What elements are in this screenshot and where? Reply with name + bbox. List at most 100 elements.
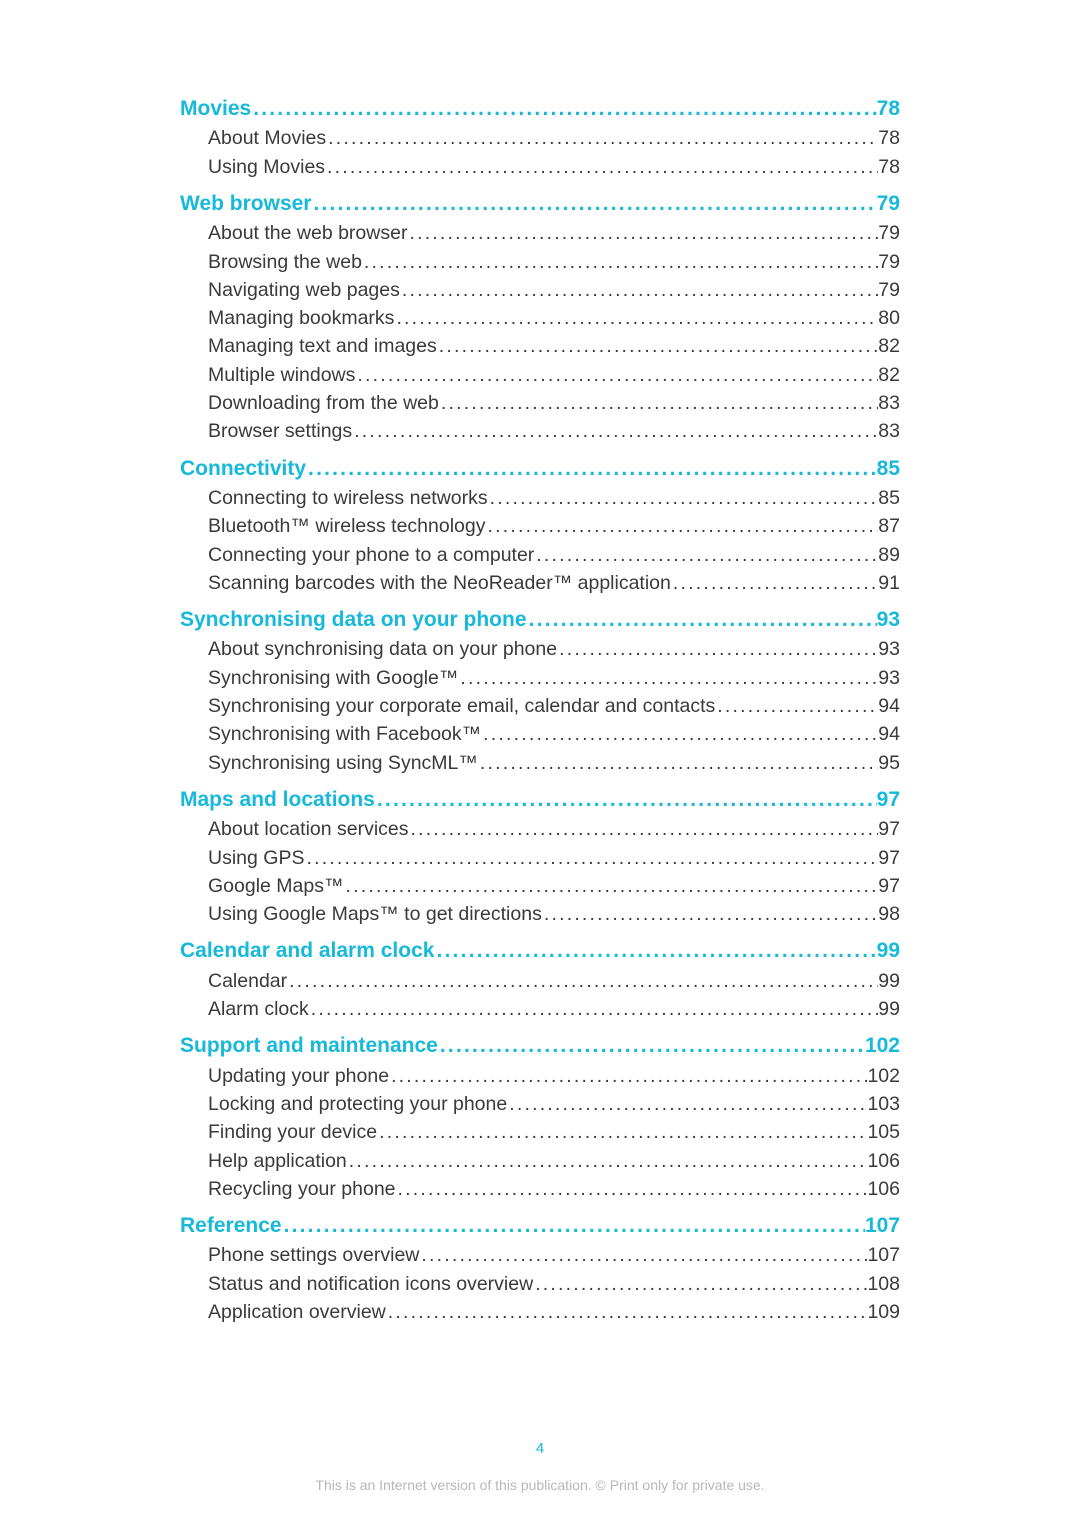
toc-leader-dots: ........................................… [306, 454, 877, 484]
toc-item-label: Synchronising your corporate email, cale… [208, 692, 715, 720]
toc-item-page: 91 [878, 569, 900, 597]
toc-section: Calendar and alarm clock................… [180, 936, 900, 1023]
toc-item[interactable]: Navigating web pages....................… [180, 276, 900, 304]
toc-leader-dots: ........................................… [407, 219, 878, 247]
toc-item-page: 87 [878, 512, 900, 540]
toc-item-label: Bluetooth™ wireless technology [208, 512, 486, 540]
toc-item-label: Finding your device [208, 1118, 377, 1146]
toc-item-label: About synchronising data on your phone [208, 635, 557, 663]
toc-leader-dots: ........................................… [394, 304, 878, 332]
toc-leader-dots: ........................................… [311, 189, 876, 219]
toc-heading-page: 93 [877, 605, 900, 635]
toc-heading[interactable]: Connectivity............................… [180, 454, 900, 484]
toc-leader-dots: ........................................… [396, 1175, 868, 1203]
toc-leader-dots: ........................................… [343, 872, 878, 900]
toc-item[interactable]: Finding your device.....................… [180, 1118, 900, 1146]
toc-item[interactable]: Calendar................................… [180, 967, 900, 995]
toc-item[interactable]: Recycling your phone....................… [180, 1175, 900, 1203]
toc-leader-dots: ........................................… [437, 332, 879, 360]
toc-item[interactable]: Status and notification icons overview..… [180, 1270, 900, 1298]
toc-item-page: 98 [878, 900, 900, 928]
toc-leader-dots: ........................................… [287, 967, 878, 995]
toc-heading[interactable]: Maps and locations......................… [180, 785, 900, 815]
toc-item[interactable]: Synchronising using SyncML™.............… [180, 749, 900, 777]
toc-leader-dots: ........................................… [419, 1241, 867, 1269]
toc-leader-dots: ........................................… [488, 484, 879, 512]
toc-leader-dots: ........................................… [400, 276, 878, 304]
toc-item[interactable]: Multiple windows........................… [180, 361, 900, 389]
toc-item[interactable]: About the web browser...................… [180, 219, 900, 247]
toc-leader-dots: ........................................… [478, 749, 878, 777]
toc-item[interactable]: Managing bookmarks......................… [180, 304, 900, 332]
toc-heading[interactable]: Reference...............................… [180, 1211, 900, 1241]
toc-item[interactable]: Updating your phone.....................… [180, 1062, 900, 1090]
toc-item[interactable]: Synchronising your corporate email, cale… [180, 692, 900, 720]
toc-leader-dots: ........................................… [325, 153, 878, 181]
toc-heading-label: Reference [180, 1211, 282, 1241]
toc-item-page: 97 [878, 844, 900, 872]
toc-item-page: 83 [878, 389, 900, 417]
toc-item[interactable]: Connecting your phone to a computer.....… [180, 541, 900, 569]
toc-item-page: 80 [878, 304, 900, 332]
toc-leader-dots: ........................................… [251, 94, 876, 124]
toc-item-label: Synchronising using SyncML™ [208, 749, 478, 777]
toc-item-page: 109 [867, 1298, 900, 1326]
toc-item-label: About Movies [208, 124, 326, 152]
toc-leader-dots: ........................................… [375, 785, 877, 815]
toc-heading[interactable]: Movies..................................… [180, 94, 900, 124]
toc-item-label: Recycling your phone [208, 1175, 396, 1203]
toc-item-page: 105 [867, 1118, 900, 1146]
toc-leader-dots: ........................................… [282, 1211, 865, 1241]
toc-item[interactable]: Downloading from the web................… [180, 389, 900, 417]
toc-item[interactable]: Locking and protecting your phone.......… [180, 1090, 900, 1118]
toc-item[interactable]: Bluetooth™ wireless technology..........… [180, 512, 900, 540]
toc-item-label: Downloading from the web [208, 389, 439, 417]
toc-item[interactable]: Help application........................… [180, 1147, 900, 1175]
toc-item[interactable]: Browser settings........................… [180, 417, 900, 445]
toc-item-label: Multiple windows [208, 361, 355, 389]
toc-item[interactable]: Using Movies............................… [180, 153, 900, 181]
toc-heading-label: Connectivity [180, 454, 306, 484]
toc-item-page: 97 [878, 815, 900, 843]
toc-leader-dots: ........................................… [671, 569, 878, 597]
table-of-contents: Movies..................................… [180, 94, 900, 1326]
toc-item[interactable]: Synchronising with Google™..............… [180, 664, 900, 692]
toc-item[interactable]: About synchronising data on your phone..… [180, 635, 900, 663]
toc-item-page: 103 [867, 1090, 900, 1118]
toc-item[interactable]: Connecting to wireless networks.........… [180, 484, 900, 512]
toc-item-page: 82 [878, 361, 900, 389]
toc-leader-dots: ........................................… [386, 1298, 868, 1326]
toc-leader-dots: ........................................… [715, 692, 878, 720]
toc-heading[interactable]: Calendar and alarm clock................… [180, 936, 900, 966]
toc-section: Maps and locations......................… [180, 785, 900, 929]
toc-item[interactable]: Google Maps™............................… [180, 872, 900, 900]
toc-leader-dots: ........................................… [326, 124, 878, 152]
toc-item-label: Managing bookmarks [208, 304, 394, 332]
toc-item-page: 79 [878, 248, 900, 276]
toc-item[interactable]: About Movies............................… [180, 124, 900, 152]
toc-item[interactable]: Alarm clock.............................… [180, 995, 900, 1023]
toc-item[interactable]: Phone settings overview.................… [180, 1241, 900, 1269]
toc-item-page: 106 [867, 1175, 900, 1203]
toc-heading[interactable]: Web browser.............................… [180, 189, 900, 219]
toc-item[interactable]: Managing text and images................… [180, 332, 900, 360]
toc-item[interactable]: Synchronising with Facebook™............… [180, 720, 900, 748]
toc-item[interactable]: Browsing the web........................… [180, 248, 900, 276]
toc-heading-label: Movies [180, 94, 251, 124]
toc-item[interactable]: Using Google Maps™ to get directions....… [180, 900, 900, 928]
toc-section: Synchronising data on your phone........… [180, 605, 900, 777]
toc-item-page: 99 [878, 967, 900, 995]
toc-item[interactable]: Application overview....................… [180, 1298, 900, 1326]
toc-heading-label: Maps and locations [180, 785, 375, 815]
toc-item[interactable]: Scanning barcodes with the NeoReader™ ap… [180, 569, 900, 597]
toc-heading[interactable]: Synchronising data on your phone........… [180, 605, 900, 635]
toc-item[interactable]: About location services.................… [180, 815, 900, 843]
toc-item[interactable]: Using GPS...............................… [180, 844, 900, 872]
toc-item-page: 94 [878, 692, 900, 720]
toc-item-label: Managing text and images [208, 332, 437, 360]
toc-heading-page: 107 [865, 1211, 900, 1241]
toc-item-label: Google Maps™ [208, 872, 343, 900]
toc-item-page: 78 [878, 124, 900, 152]
toc-item-label: Connecting your phone to a computer [208, 541, 534, 569]
toc-heading[interactable]: Support and maintenance.................… [180, 1031, 900, 1061]
